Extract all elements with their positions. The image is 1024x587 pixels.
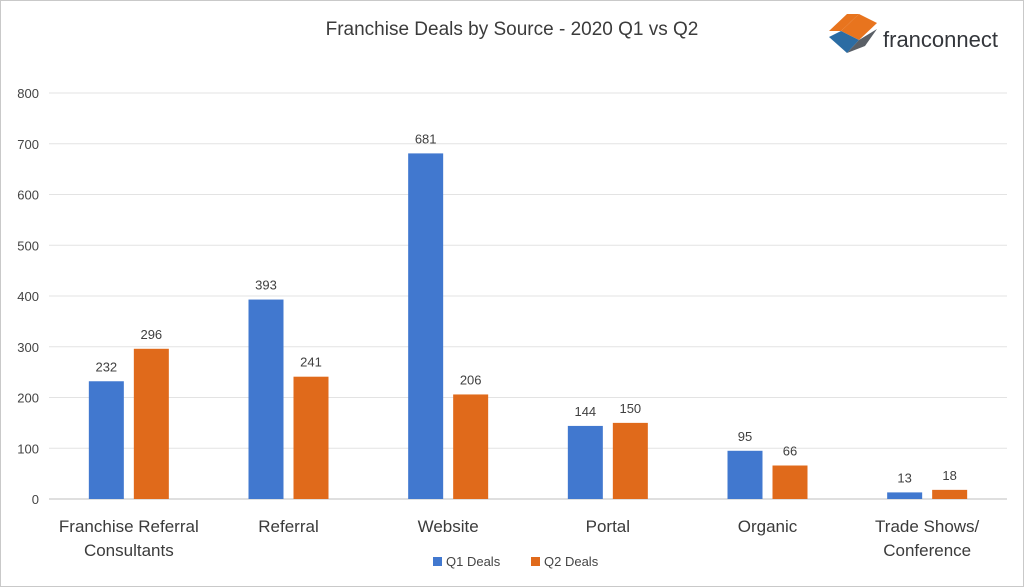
data-label: 232 (95, 359, 117, 374)
x-tick-label: Conference (883, 541, 971, 560)
y-tick-label: 700 (17, 137, 39, 152)
x-tick-label: Organic (738, 517, 798, 536)
data-label: 95 (738, 429, 752, 444)
y-tick-label: 400 (17, 289, 39, 304)
legend: Q1 Deals Q2 Deals (433, 554, 599, 569)
data-label: 241 (300, 355, 322, 370)
data-label: 206 (460, 372, 482, 387)
data-label: 13 (897, 470, 911, 485)
bar-q1 (727, 450, 763, 499)
data-label: 66 (783, 444, 797, 459)
bar-q1 (88, 381, 124, 499)
bar-q1 (887, 492, 923, 499)
brand-logo: franconnect (829, 14, 998, 53)
data-label: 144 (574, 404, 596, 419)
x-tick-label: Portal (586, 517, 630, 536)
gridlines (49, 92, 1007, 500)
data-label: 18 (942, 468, 956, 483)
x-tick-label: Consultants (84, 541, 174, 560)
bar-q2 (293, 376, 329, 499)
data-label: 296 (140, 327, 162, 342)
x-tick-label: Referral (258, 517, 318, 536)
y-tick-label: 500 (17, 238, 39, 253)
legend-label: Q2 Deals (544, 554, 599, 569)
data-label: 150 (619, 401, 641, 416)
legend-swatch (433, 557, 442, 566)
franconnect-logo-icon (829, 14, 877, 53)
x-tick-label: Trade Shows/ (875, 517, 980, 536)
y-axis: 0 100 200 300 400 500 600 700 800 (17, 86, 39, 507)
x-axis: Franchise Referral Consultants Referral Web… (59, 517, 980, 560)
data-label: 393 (255, 278, 277, 293)
bar-q1 (408, 153, 444, 499)
y-tick-label: 600 (17, 188, 39, 203)
legend-label: Q1 Deals (446, 554, 501, 569)
x-tick-label: Franchise Referral (59, 517, 199, 536)
bar-q2 (772, 465, 808, 499)
brand-name: franconnect (883, 27, 998, 52)
y-tick-label: 800 (17, 86, 39, 101)
y-tick-label: 300 (17, 340, 39, 355)
bars: 232 296 393 241 681 206 144 150 95 66 13 18 (88, 131, 968, 499)
bar-q2 (133, 348, 169, 499)
x-tick-label: Website (418, 517, 479, 536)
bar-q2 (453, 394, 489, 499)
y-tick-label: 100 (17, 441, 39, 456)
bar-q2 (612, 422, 648, 499)
y-tick-label: 0 (32, 492, 39, 507)
bar-q1 (248, 299, 284, 499)
bar-q1 (567, 425, 603, 499)
bar-q2 (932, 489, 968, 499)
data-label: 681 (415, 131, 437, 146)
y-tick-label: 200 (17, 391, 39, 406)
legend-swatch (531, 557, 540, 566)
chart-title: Franchise Deals by Source - 2020 Q1 vs Q… (326, 19, 699, 40)
